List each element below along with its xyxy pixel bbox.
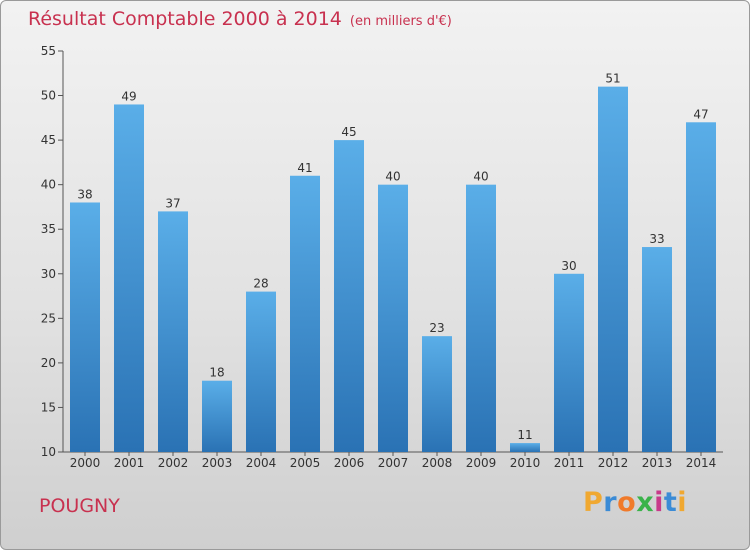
bar-2005 [290, 175, 320, 452]
value-label-2010: 11 [517, 428, 532, 442]
bar-2007 [378, 184, 408, 452]
logo-letter: t [663, 487, 678, 518]
bar-2012 [598, 86, 628, 453]
bar-2002 [158, 211, 188, 452]
value-label-2009: 40 [473, 170, 488, 184]
value-label-2014: 47 [693, 107, 708, 121]
value-label-2002: 37 [165, 196, 180, 210]
x-tick-label-2002: 2002 [158, 456, 189, 470]
x-tick-label-2006: 2006 [334, 456, 365, 470]
y-tick-label: 15 [41, 400, 56, 414]
value-label-2011: 30 [561, 259, 576, 273]
bar-2001 [114, 104, 144, 452]
x-tick-label-2000: 2000 [70, 456, 101, 470]
x-tick-label-2003: 2003 [202, 456, 233, 470]
y-tick-label: 50 [41, 89, 56, 103]
y-tick-label: 40 [41, 178, 56, 192]
y-tick-label: 55 [41, 44, 56, 58]
x-tick-label-2004: 2004 [246, 456, 277, 470]
logo-letter: x [636, 487, 655, 518]
x-tick-label-2010: 2010 [510, 456, 541, 470]
y-tick-label: 25 [41, 311, 56, 325]
value-label-2008: 23 [429, 321, 444, 335]
bar-2010 [510, 443, 540, 452]
bar-2003 [202, 380, 232, 452]
chart-title: Résultat Comptable 2000 à 2014 (en millie… [28, 8, 452, 30]
x-tick-label-2012: 2012 [598, 456, 629, 470]
logo-letter: o [617, 487, 637, 518]
x-tick-label-2005: 2005 [290, 456, 321, 470]
value-label-2000: 38 [77, 187, 92, 201]
bar-2006 [334, 140, 364, 452]
value-label-2001: 49 [121, 89, 136, 103]
y-tick-label: 30 [41, 267, 56, 281]
x-tick-label-2001: 2001 [114, 456, 145, 470]
value-label-2007: 40 [385, 170, 400, 184]
bar-2004 [246, 291, 276, 452]
bar-2014 [686, 122, 716, 453]
bar-2008 [422, 336, 452, 452]
chart-subtitle: (en milliers d'€) [349, 14, 452, 29]
y-tick-label: 35 [41, 222, 56, 236]
logo-letter: P [583, 487, 604, 518]
y-tick-label: 45 [41, 133, 56, 147]
value-label-2012: 51 [605, 72, 620, 86]
chart-title-text: Résultat Comptable 2000 à 2014 [28, 8, 342, 30]
value-label-2013: 33 [649, 232, 664, 246]
bar-2013 [642, 247, 672, 452]
x-tick-label-2014: 2014 [686, 456, 717, 470]
value-label-2005: 41 [297, 161, 312, 175]
x-tick-label-2007: 2007 [378, 456, 409, 470]
value-label-2006: 45 [341, 125, 356, 139]
bar-2011 [554, 273, 584, 452]
bar-2000 [70, 202, 100, 452]
logo-letter: i [677, 487, 688, 518]
proxiti-logo: Proxiti [583, 487, 687, 518]
value-label-2004: 28 [253, 277, 268, 291]
x-tick-label-2011: 2011 [554, 456, 585, 470]
y-tick-label: 20 [41, 356, 56, 370]
x-tick-label-2013: 2013 [642, 456, 673, 470]
bar-2009 [466, 184, 496, 452]
logo-letter: i [654, 487, 664, 518]
x-tick-label-2008: 2008 [422, 456, 453, 470]
city-name: POUGNY [39, 495, 120, 517]
x-tick-label-2009: 2009 [466, 456, 497, 470]
y-tick-label: 10 [41, 445, 56, 459]
logo-letter: r [603, 487, 618, 518]
value-label-2003: 18 [209, 366, 224, 380]
